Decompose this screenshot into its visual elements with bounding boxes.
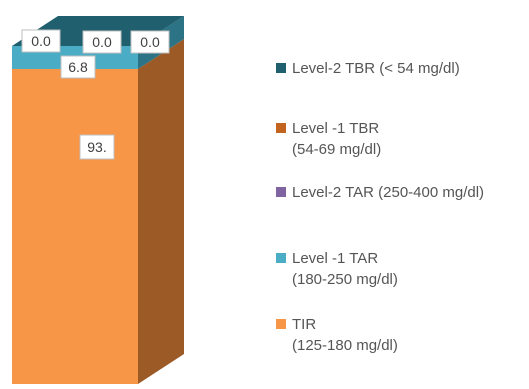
legend-item-2: Level-2 TAR (250-400 mg/dl)	[276, 182, 484, 203]
data-label-3: 0.0	[92, 34, 112, 50]
legend-item-4: TIR (125-180 mg/dl)	[276, 314, 398, 356]
data-label-box-1	[60, 55, 96, 79]
data-label-box-4	[130, 30, 170, 54]
bar-segment-0	[12, 68, 138, 384]
data-label-box-3	[82, 30, 122, 54]
legend-label-1: Level -1 TBR (54-69 mg/dl)	[292, 120, 382, 158]
data-label-box-0	[79, 134, 115, 160]
legend-swatch-0	[276, 63, 286, 73]
legend-item-1: Level -1 TBR (54-69 mg/dl)	[276, 118, 381, 160]
legend-swatch-4	[276, 319, 286, 329]
legend-label-3: Level -1 TAR (180-250 mg/dl)	[292, 250, 398, 288]
chart-legend: Level-2 TBR (< 54 mg/dl) Level -1 TBR (54…	[276, 0, 529, 389]
legend-swatch-1	[276, 123, 286, 133]
legend-label-0: Level-2 TBR (< 54 mg/dl)	[292, 60, 460, 77]
data-label-1: 6.8	[68, 59, 88, 75]
data-label-0: 93.	[87, 139, 106, 155]
data-label-2: 0.0	[31, 33, 51, 49]
bar-side-0	[138, 38, 184, 384]
data-label-4: 0.0	[140, 34, 160, 50]
legend-swatch-2	[276, 187, 286, 197]
legend-swatch-3	[276, 253, 286, 263]
legend-label-4: TIR (125-180 mg/dl)	[292, 316, 398, 354]
data-label-box-2	[21, 29, 61, 53]
legend-label-2: Level-2 TAR (250-400 mg/dl)	[292, 184, 485, 201]
legend-item-0: Level-2 TBR (< 54 mg/dl)	[276, 58, 460, 79]
legend-item-3: Level -1 TAR (180-250 mg/dl)	[276, 248, 398, 290]
